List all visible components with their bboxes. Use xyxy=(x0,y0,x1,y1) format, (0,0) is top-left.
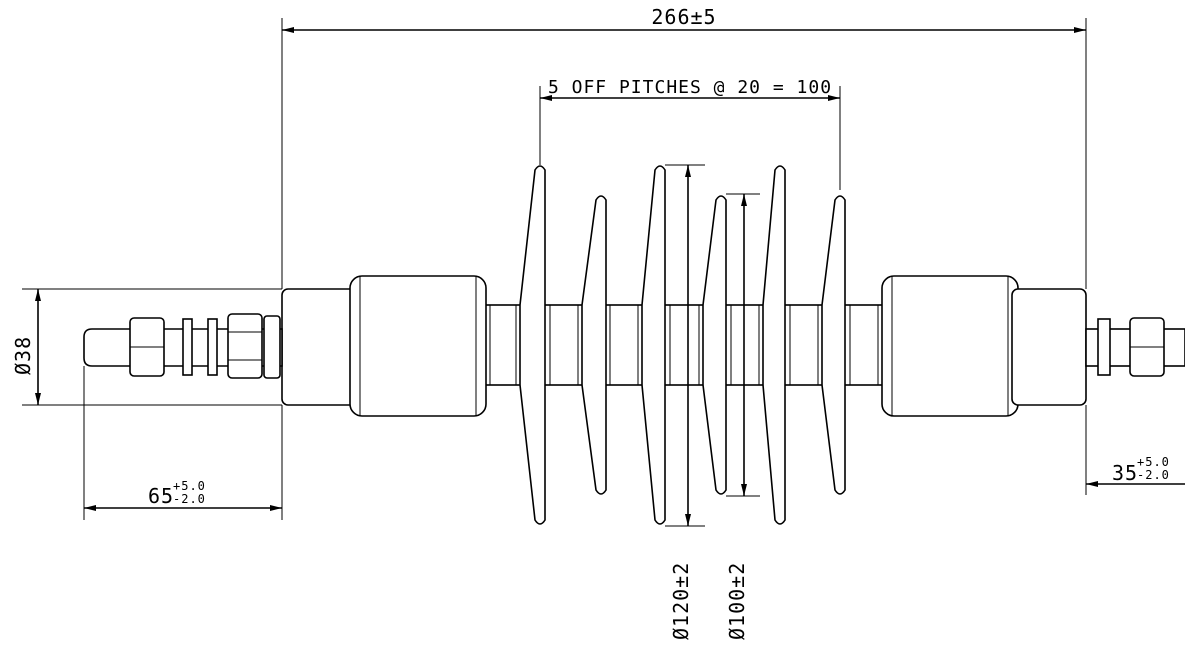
right-stud-length-label: 35 xyxy=(1112,461,1138,485)
pitches-label: 5 OFF PITCHES @ 20 = 100 xyxy=(548,77,832,98)
right-stud-tol-lower: -2.0 xyxy=(1137,468,1170,482)
right-flange xyxy=(1011,288,1087,406)
left-nut-2 xyxy=(227,313,263,379)
shed-6-small xyxy=(821,195,846,495)
shed-small-dia-label: Ø100±2 xyxy=(725,562,749,640)
left-stud-tol-upper: +5.0 xyxy=(173,479,206,493)
insulator-body xyxy=(281,165,1087,525)
shed-1-large xyxy=(519,165,546,525)
core-neck-lines xyxy=(489,305,879,385)
sheds xyxy=(519,165,846,525)
dimension-lines xyxy=(22,18,1185,527)
dimension-labels: 266±5 5 OFF PITCHES @ 20 = 100 Ø120±2 Ø1… xyxy=(11,5,1170,640)
left-nut-3 xyxy=(263,315,281,379)
left-housing xyxy=(349,275,487,417)
left-stud-tol-lower: -2.0 xyxy=(173,492,206,506)
shed-large-dia-label: Ø120±2 xyxy=(669,562,693,640)
shed-4-small xyxy=(702,195,727,495)
right-stud-assembly xyxy=(1085,317,1185,377)
left-washer-2 xyxy=(207,318,218,376)
left-stud-length-label: 65 xyxy=(148,484,174,508)
shed-2-small xyxy=(581,195,607,495)
overall-length-label: 266±5 xyxy=(651,5,716,29)
shed-3-large xyxy=(641,165,666,525)
left-washer-1 xyxy=(182,318,193,376)
right-stud-tol-upper: +5.0 xyxy=(1137,455,1170,469)
left-stud-assembly xyxy=(83,313,283,379)
shed-5-large xyxy=(762,165,786,525)
right-housing xyxy=(881,275,1019,417)
left-flange xyxy=(281,288,359,406)
right-washer xyxy=(1097,318,1111,376)
shank-dia-label: Ø38 xyxy=(11,336,35,375)
